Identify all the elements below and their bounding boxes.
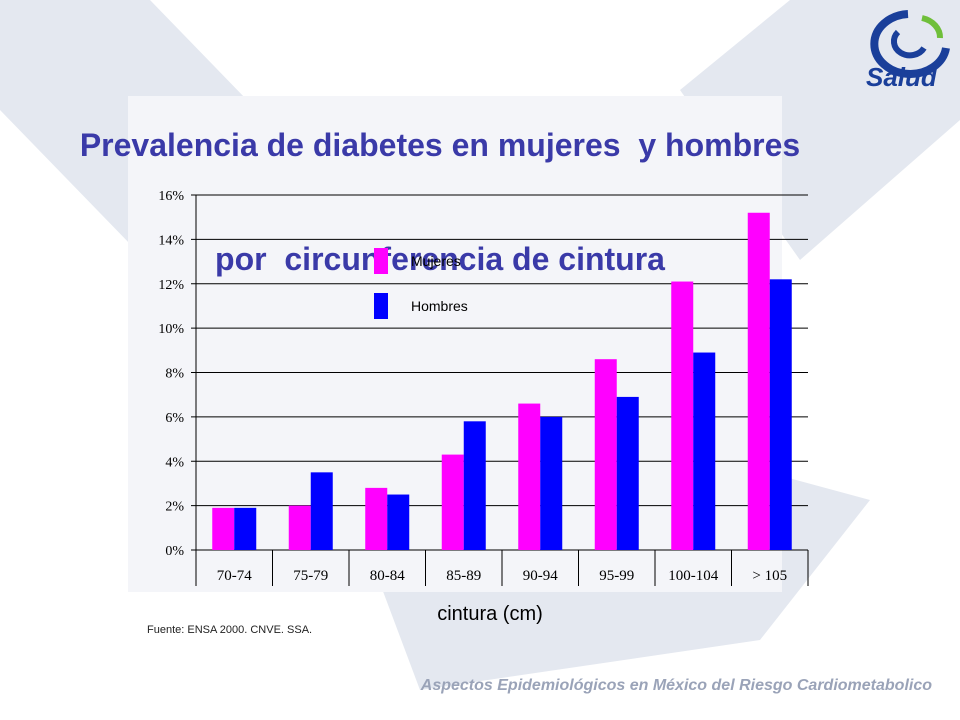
bar-hombres xyxy=(616,396,639,550)
bar-mujeres xyxy=(212,507,235,550)
logo-text: Salud xyxy=(866,62,937,92)
title-line-2: por circunferencia de cintura xyxy=(215,241,665,277)
legend-swatch-hombres xyxy=(374,293,388,319)
slide-title: Prevalencia de diabetes en mujeres y hom… xyxy=(0,50,880,316)
bar-hombres xyxy=(310,472,333,550)
bar-mujeres xyxy=(594,359,617,550)
x-tick-label: 70-74 xyxy=(217,568,252,584)
bar-mujeres xyxy=(288,505,311,550)
y-tick-label: 8% xyxy=(165,367,184,382)
bar-mujeres xyxy=(441,454,464,550)
salud-logo-icon xyxy=(870,10,950,78)
x-tick-label: > 105 xyxy=(752,568,787,584)
x-tick-label: 75-79 xyxy=(293,568,328,584)
y-tick-label: 12% xyxy=(158,278,184,293)
y-tick-label: 10% xyxy=(158,322,184,337)
legend-label-hombres: Hombres xyxy=(411,298,468,314)
y-tick-label: 4% xyxy=(165,455,184,470)
y-tick-label: 14% xyxy=(158,233,184,248)
legend-swatch-mujeres xyxy=(374,248,388,274)
x-tick-label: 100-104 xyxy=(668,568,718,584)
bar-mujeres xyxy=(365,487,388,550)
bar-hombres xyxy=(234,507,257,550)
bar-hombres xyxy=(463,421,486,550)
bar-hombres xyxy=(387,494,410,550)
bar-hombres xyxy=(540,416,563,550)
title-line-1: Prevalencia de diabetes en mujeres y hom… xyxy=(79,127,801,163)
legend-label-mujeres: Mujeres xyxy=(411,253,461,269)
x-tick-label: 85-89 xyxy=(446,568,481,584)
bar-hombres xyxy=(769,279,792,550)
bar-hombres xyxy=(693,352,716,550)
y-tick-label: 6% xyxy=(165,411,184,426)
y-tick-label: 2% xyxy=(165,500,184,515)
x-tick-label: 90-94 xyxy=(523,568,558,584)
bar-mujeres xyxy=(671,281,694,550)
bar-mujeres xyxy=(518,403,541,550)
x-tick-label: 80-84 xyxy=(370,568,405,584)
source-note: Fuente: ENSA 2000. CNVE. SSA. xyxy=(147,624,313,636)
x-axis-label: cintura (cm) xyxy=(437,603,543,625)
y-tick-label: 0% xyxy=(165,544,184,559)
footer-text: Aspectos Epidemiológicos en México del R… xyxy=(420,677,932,694)
bar-mujeres xyxy=(747,212,770,550)
y-tick-label: 16% xyxy=(158,189,184,204)
x-tick-label: 95-99 xyxy=(599,568,634,584)
